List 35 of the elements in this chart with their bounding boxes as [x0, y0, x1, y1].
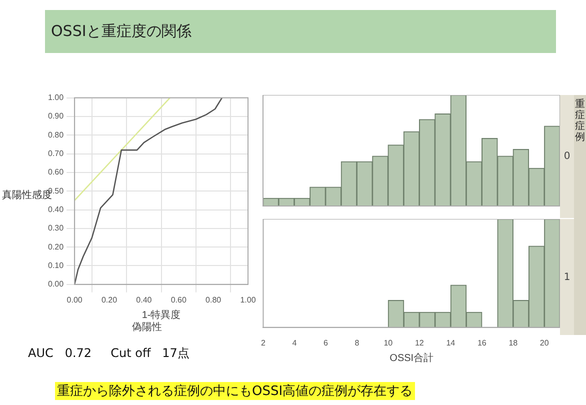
x-tick-label: 8 — [354, 338, 360, 348]
x-tick-label: 0.80 — [206, 295, 222, 304]
y2-axis-title: 0 — [560, 95, 574, 218]
text: AUC 0.72 Cut off 17点 — [28, 345, 190, 362]
x-tick-label: 14 — [446, 338, 456, 348]
y-tick-label: 0.90 — [48, 112, 64, 121]
y2-axis-title: 1 — [560, 219, 574, 335]
y-tick-label: 0.60 — [48, 168, 64, 177]
y-tick-label: 1.00 — [48, 93, 64, 102]
y-tick-label: 0.40 — [48, 204, 64, 214]
x-tick-label: 18 — [508, 338, 518, 348]
x-tick-label: 6 — [323, 338, 328, 348]
y-tick-label: 0.00 — [48, 280, 64, 289]
y-tick-label: 0.10 — [48, 260, 64, 270]
x-tick-label: 0.20 — [101, 295, 118, 304]
y-tick-label: 0.70 — [48, 148, 64, 158]
x-axis-title: OSSI合計 — [390, 352, 434, 364]
y-tick-label: 0.20 — [48, 242, 64, 252]
x-tick-label: 1.00 — [240, 295, 256, 304]
x-tick-label: 10 — [384, 338, 394, 348]
x-tick-label: 2 — [261, 338, 266, 348]
x-tick-label: 20 — [540, 338, 550, 348]
x-tick-label: 0.40 — [136, 295, 152, 304]
y-tick-label: 0.80 — [48, 130, 64, 140]
y-tick-label: 0.30 — [48, 224, 64, 233]
x-tick-label: 16 — [477, 338, 487, 348]
x-tick-label: 12 — [414, 338, 424, 348]
text: 偽陽性 — [132, 320, 162, 334]
x-tick-label: 4 — [292, 338, 298, 348]
text: 重症症例 — [575, 99, 585, 143]
x-axis-title: 1-特異度 — [142, 308, 181, 321]
x-tick-label: 0.60 — [170, 295, 187, 304]
chart-title: OSSIと重症度の関係 — [45, 10, 556, 53]
x-tick-label: 0.00 — [66, 295, 83, 304]
text: 重症から除外される症例の中にもOSSI高値の症例が存在する — [55, 382, 415, 400]
